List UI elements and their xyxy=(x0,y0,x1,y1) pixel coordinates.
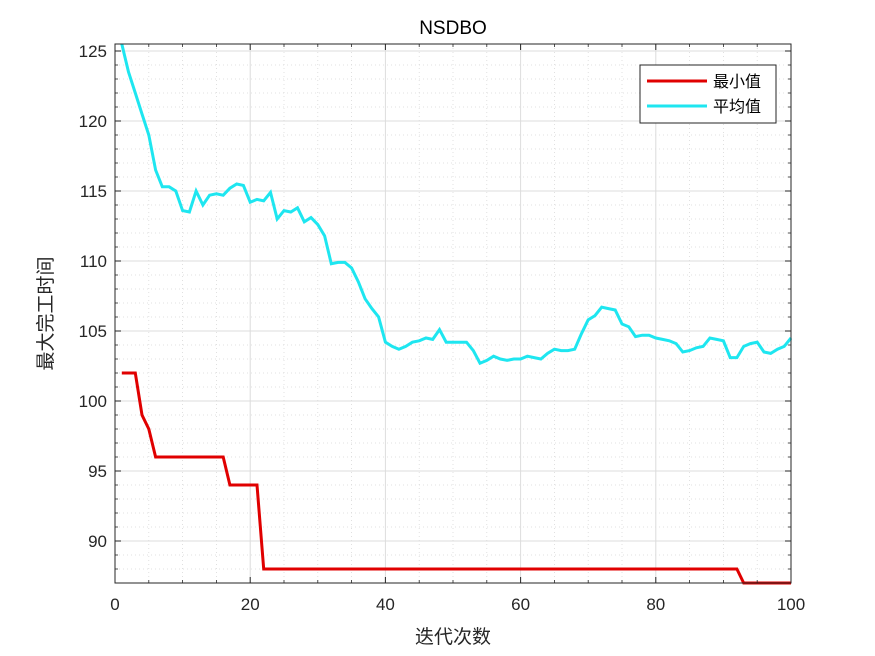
legend-box xyxy=(639,64,777,124)
y-tick-label: 115 xyxy=(80,182,107,201)
minor-grid xyxy=(115,44,791,584)
chart-title: NSDBO xyxy=(419,18,487,39)
series-line-mean xyxy=(120,43,793,366)
legend-label: 平均值 xyxy=(713,97,761,116)
x-tick-label: 40 xyxy=(376,595,395,614)
legend-label: 最小值 xyxy=(713,72,761,91)
y-tick-label: 110 xyxy=(80,252,107,271)
axis-ticks xyxy=(114,44,792,584)
x-tick-label: 0 xyxy=(110,595,119,614)
plot-area xyxy=(115,44,791,583)
x-tick-label: 100 xyxy=(777,595,805,614)
x-tick-label: 60 xyxy=(511,595,530,614)
x-tick-label: 20 xyxy=(241,595,260,614)
y-tick-label: 95 xyxy=(88,462,107,481)
y-tick-label: 100 xyxy=(79,392,107,411)
y-tick-label: 105 xyxy=(79,322,107,341)
y-tick-label: 120 xyxy=(79,112,107,131)
series-line-min xyxy=(121,371,791,585)
x-tick-label: 80 xyxy=(646,595,665,614)
y-tick-label: 90 xyxy=(88,532,107,551)
y-tick-labels: 90 95 100 105 110 115 120 125 xyxy=(79,42,107,551)
x-axis-label: 迭代次数 xyxy=(415,626,491,648)
x-tick-labels: 0 20 40 60 80 100 xyxy=(110,595,805,614)
y-axis-label: 最大完工时间 xyxy=(35,256,57,370)
y-tick-label: 125 xyxy=(79,42,107,61)
series-layer xyxy=(120,43,793,585)
